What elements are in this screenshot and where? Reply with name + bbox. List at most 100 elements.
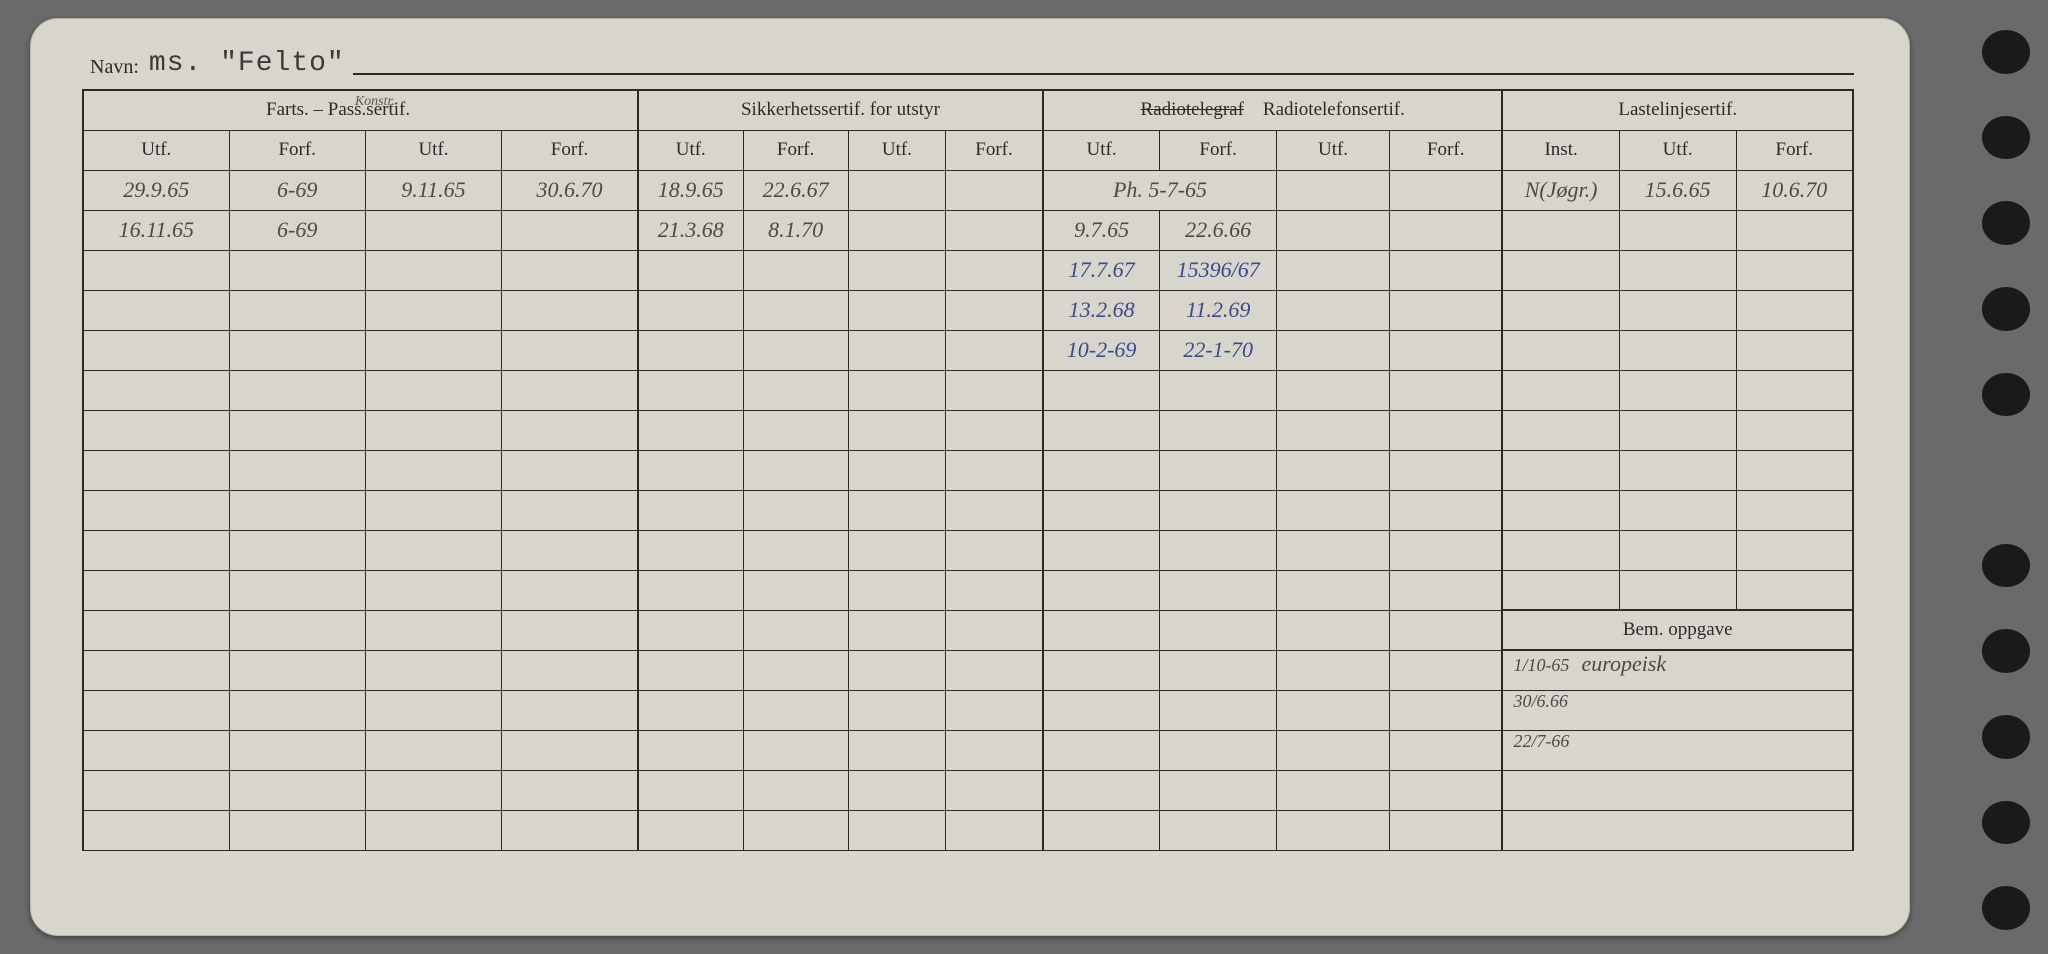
table-cell	[1736, 530, 1853, 570]
table-cell: 9.11.65	[365, 170, 501, 210]
table-row-blank	[83, 530, 1853, 570]
table-cell	[229, 650, 365, 690]
table-header: Farts. – Pass.sertif. Konstr. Sikkerhets…	[83, 90, 1853, 170]
table-cell	[1043, 690, 1160, 730]
annotation-konstr: Konstr.	[355, 94, 395, 109]
table-cell	[229, 810, 365, 850]
table-cell	[743, 330, 848, 370]
table-cell	[229, 290, 365, 330]
table-cell	[1277, 490, 1390, 530]
table-cell	[1043, 450, 1160, 490]
table-cell	[229, 250, 365, 290]
table-cell	[1502, 530, 1619, 570]
handwritten-value: N(Jøgr.)	[1525, 177, 1598, 202]
table-cell	[1502, 410, 1619, 450]
table-cell	[502, 730, 638, 770]
handwritten-value: 6-69	[277, 217, 317, 242]
table-cell	[848, 770, 945, 810]
handwritten-value: 13.2.68	[1069, 297, 1135, 322]
table-cell	[1390, 810, 1503, 850]
table-cell	[502, 570, 638, 610]
table-row-blank	[83, 490, 1853, 530]
table-cell	[1043, 770, 1160, 810]
table-cell	[1277, 570, 1390, 610]
table-cell	[1277, 450, 1390, 490]
table-cell	[946, 290, 1043, 330]
table-cell: 22.6.66	[1160, 210, 1277, 250]
sub-forf: Forf.	[946, 130, 1043, 170]
table-cell	[229, 570, 365, 610]
table-cell	[1277, 730, 1390, 770]
table-cell: Ph. 5-7-65	[1043, 170, 1277, 210]
table-cell	[743, 770, 848, 810]
table-cell	[229, 450, 365, 490]
bem-row: 22/7-66	[83, 730, 1853, 770]
table-cell	[638, 410, 743, 450]
table-cell	[848, 570, 945, 610]
punch-holes	[1970, 30, 2030, 930]
punch-hole	[1982, 801, 2030, 845]
table-cell	[1043, 530, 1160, 570]
table-cell	[1160, 690, 1277, 730]
handwritten-value: 29.9.65	[123, 177, 189, 202]
table-cell	[946, 370, 1043, 410]
table-cell	[83, 290, 229, 330]
table-cell	[1390, 650, 1503, 690]
table-cell	[946, 250, 1043, 290]
table-cell	[743, 610, 848, 650]
table-cell	[1390, 690, 1503, 730]
table-cell	[1277, 690, 1390, 730]
table-cell	[638, 450, 743, 490]
table-cell: 18.9.65	[638, 170, 743, 210]
table-cell	[83, 410, 229, 450]
table-cell: 22.6.67	[743, 170, 848, 210]
table-cell	[229, 730, 365, 770]
table-cell	[365, 330, 501, 370]
table-cell	[229, 610, 365, 650]
table-cell	[83, 690, 229, 730]
table-cell	[502, 290, 638, 330]
table-cell: 10.6.70	[1736, 170, 1853, 210]
table-cell	[1619, 210, 1736, 250]
table-cell	[1390, 770, 1503, 810]
table-cell	[1160, 450, 1277, 490]
table-cell	[1619, 370, 1736, 410]
table-cell	[1160, 410, 1277, 450]
table-cell	[743, 650, 848, 690]
bem-row: 30/6.66	[83, 690, 1853, 730]
table-cell	[1502, 210, 1619, 250]
sub-forf: Forf.	[502, 130, 638, 170]
table-cell	[946, 410, 1043, 450]
table-cell	[1390, 730, 1503, 770]
table-row: 29.9.656-699.11.6530.6.7018.9.6522.6.67P…	[83, 170, 1853, 210]
handwritten-value: 6-69	[277, 177, 317, 202]
radiotelefon-label: Radiotelefonsertif.	[1263, 99, 1405, 120]
table-cell	[365, 490, 501, 530]
table-cell	[365, 450, 501, 490]
bem-row	[83, 770, 1853, 810]
table-cell	[1043, 650, 1160, 690]
table-cell	[1736, 450, 1853, 490]
table-cell	[1390, 290, 1503, 330]
table-cell	[1502, 250, 1619, 290]
table-cell: 6-69	[229, 170, 365, 210]
table-cell	[1160, 810, 1277, 850]
table-cell	[365, 530, 501, 570]
table-cell	[1277, 290, 1390, 330]
table-cell	[638, 490, 743, 530]
table-cell: 22-1-70	[1160, 330, 1277, 370]
table-cell	[1736, 410, 1853, 450]
punch-hole	[1982, 116, 2030, 160]
punch-hole	[1982, 544, 2030, 588]
table-cell	[743, 690, 848, 730]
table-cell	[638, 370, 743, 410]
table-cell	[1390, 330, 1503, 370]
table-cell	[1390, 490, 1503, 530]
table-cell: 15396/67	[1160, 250, 1277, 290]
table-cell	[1619, 250, 1736, 290]
table-cell	[502, 250, 638, 290]
table-cell	[1277, 170, 1390, 210]
table-cell	[1390, 530, 1503, 570]
table-cell	[365, 810, 501, 850]
table-cell	[1619, 570, 1736, 610]
